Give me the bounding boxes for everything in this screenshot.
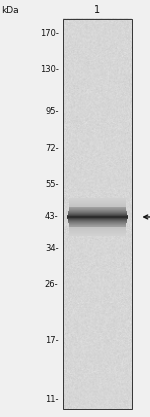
Bar: [69, 209, 126, 210]
Text: 11-: 11-: [45, 394, 58, 404]
Bar: [69, 215, 126, 216]
Bar: [69, 234, 126, 235]
Bar: [63, 19, 132, 409]
Bar: [69, 203, 126, 204]
Text: 130-: 130-: [40, 65, 58, 74]
Bar: [69, 231, 126, 232]
Bar: [69, 199, 126, 200]
Bar: [69, 233, 126, 234]
Bar: [69, 208, 126, 209]
Bar: [69, 204, 126, 205]
Bar: [69, 223, 126, 224]
Text: 72-: 72-: [45, 143, 59, 153]
Bar: [69, 220, 126, 221]
Bar: [69, 214, 126, 215]
Bar: [69, 202, 126, 203]
Text: 43-: 43-: [45, 213, 59, 221]
Bar: [69, 200, 126, 201]
Bar: [69, 224, 126, 225]
Text: 1: 1: [94, 5, 100, 15]
Text: kDa: kDa: [2, 6, 19, 15]
Bar: [69, 212, 126, 213]
Bar: [69, 225, 126, 226]
Bar: [69, 232, 126, 233]
Bar: [69, 221, 126, 222]
Bar: [69, 216, 126, 217]
Bar: [69, 218, 126, 219]
Bar: [69, 207, 126, 208]
Bar: [69, 210, 126, 211]
Text: 17-: 17-: [45, 337, 59, 345]
Bar: [69, 227, 126, 228]
Bar: [69, 206, 126, 207]
Bar: [69, 209, 126, 210]
Text: 34-: 34-: [45, 244, 59, 253]
Bar: [69, 222, 126, 223]
Text: 26-: 26-: [45, 280, 59, 289]
Bar: [69, 205, 126, 206]
Bar: [69, 213, 126, 214]
Bar: [69, 228, 126, 229]
Text: 170-: 170-: [40, 29, 58, 38]
Bar: [69, 230, 126, 231]
Text: 55-: 55-: [45, 180, 58, 188]
Bar: [69, 226, 126, 227]
Bar: [69, 219, 126, 220]
Bar: [69, 201, 126, 202]
Bar: [69, 217, 126, 218]
Bar: [69, 229, 126, 230]
Bar: [69, 211, 126, 212]
Bar: [69, 235, 126, 236]
Bar: [69, 230, 126, 231]
Text: 95-: 95-: [45, 107, 58, 116]
Bar: [69, 234, 126, 235]
Bar: [69, 198, 126, 199]
